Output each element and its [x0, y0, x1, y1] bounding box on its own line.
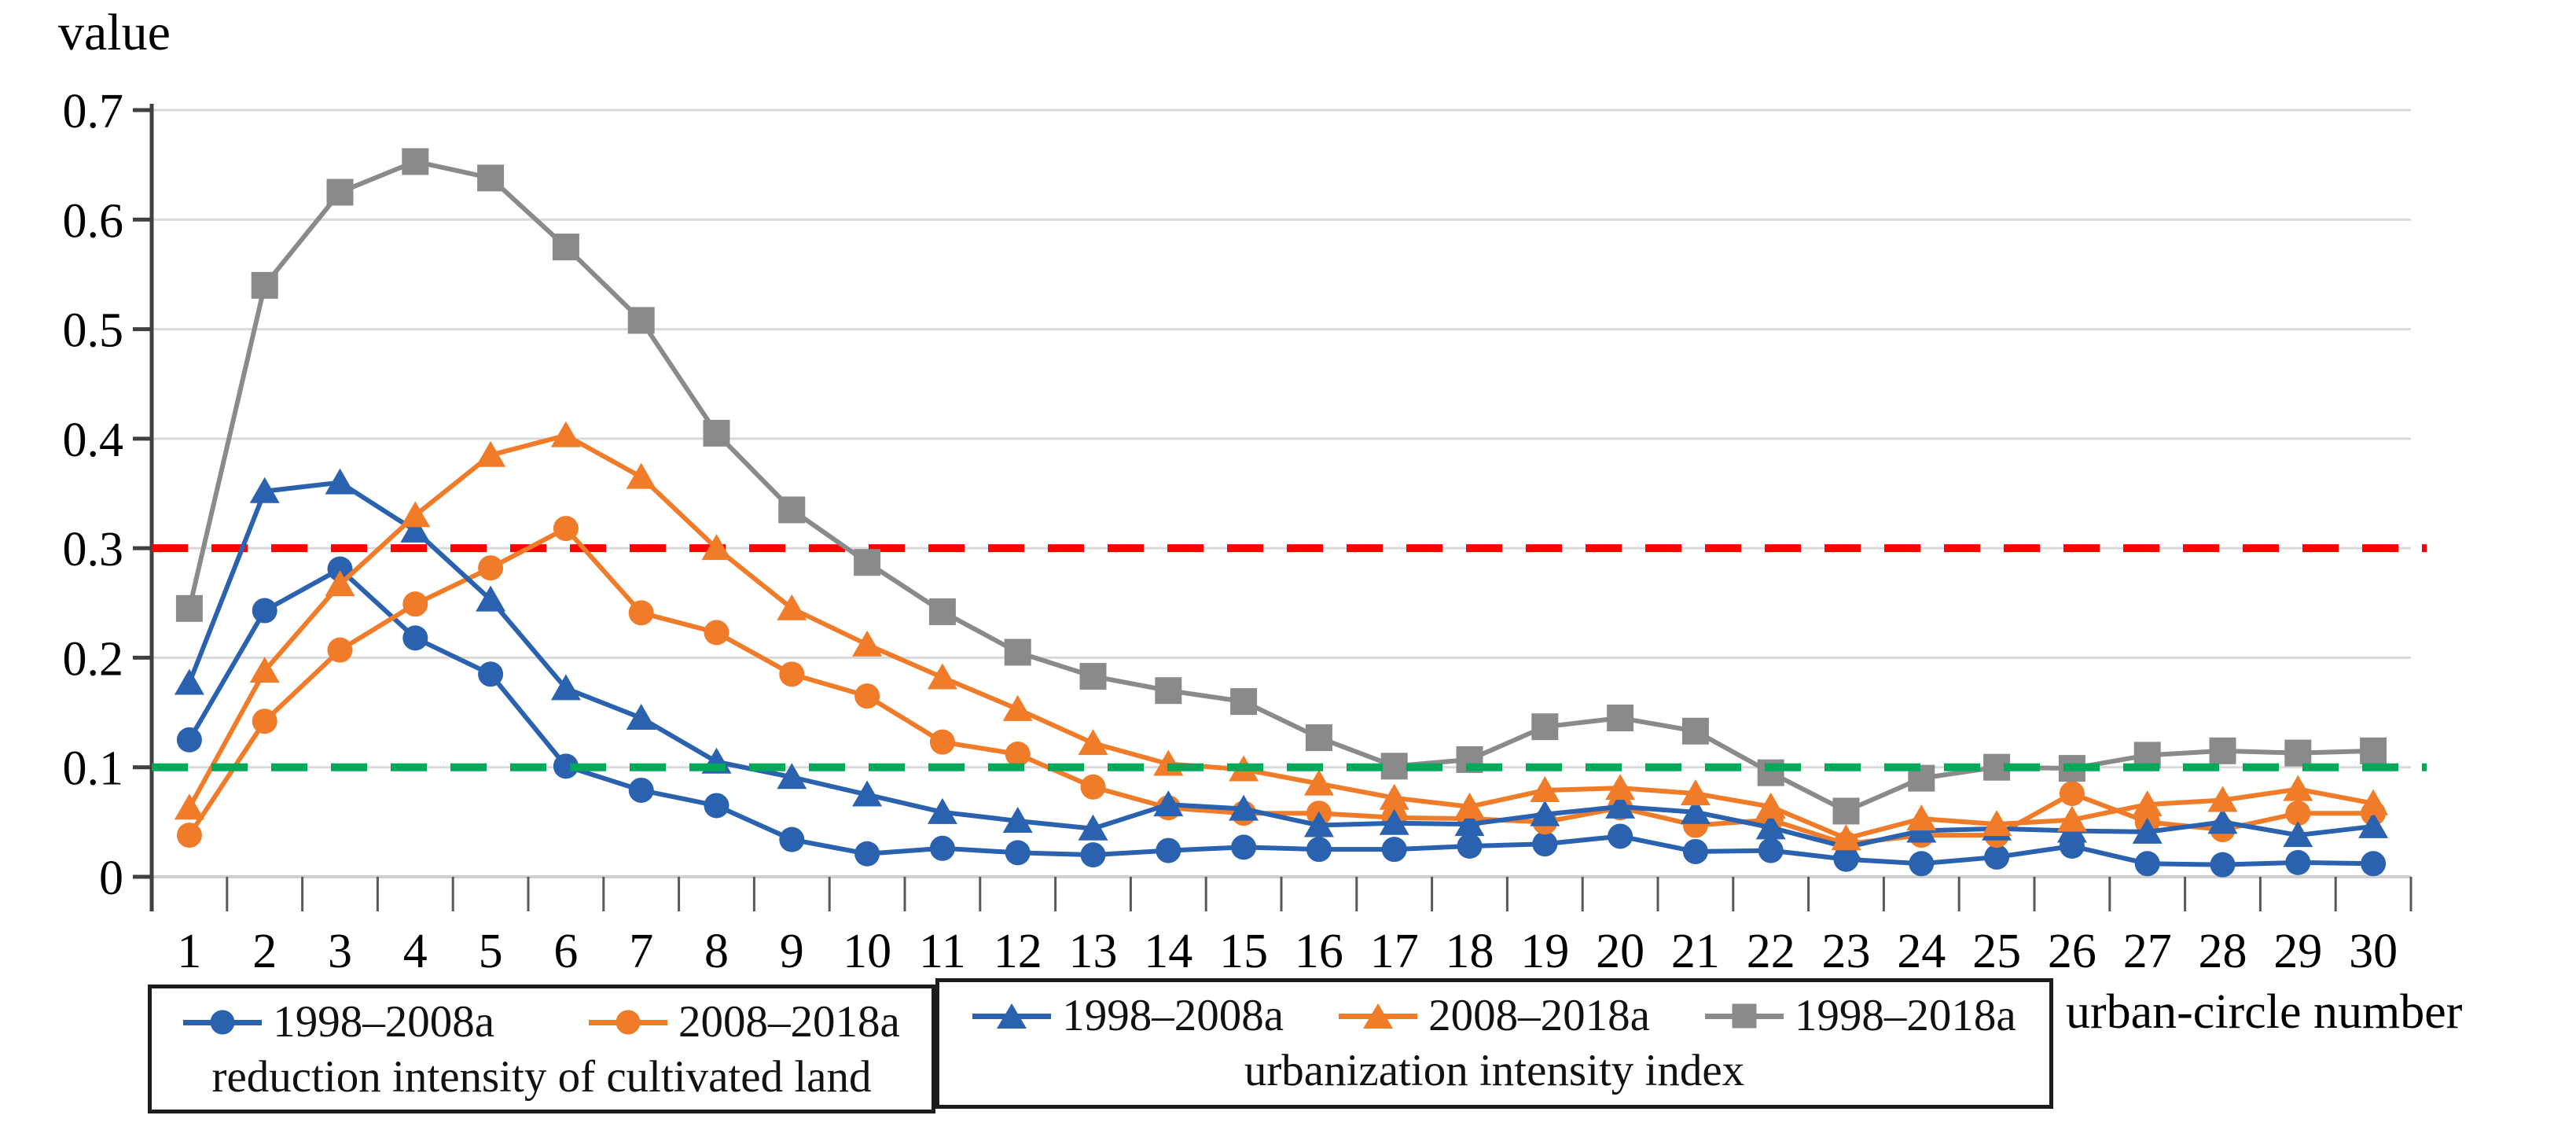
svg-text:1: 1	[177, 925, 201, 978]
circle-marker-icon	[589, 1007, 667, 1038]
svg-text:11: 11	[919, 925, 966, 978]
legend-urbanization-box: 1998–2008a 2008–2018a 1998–2018a urbaniz…	[935, 978, 2053, 1109]
svg-text:0.5: 0.5	[63, 304, 124, 358]
svg-text:0.6: 0.6	[63, 194, 124, 248]
svg-text:10: 10	[843, 925, 891, 978]
svg-text:16: 16	[1295, 925, 1343, 978]
svg-text:24: 24	[1897, 925, 1946, 978]
svg-text:18: 18	[1446, 925, 1494, 978]
svg-text:3: 3	[328, 925, 352, 978]
svg-text:22: 22	[1747, 925, 1795, 978]
svg-text:8: 8	[704, 925, 729, 978]
legend-group-caption: reduction intensity of cultivated land	[211, 1052, 872, 1102]
svg-text:28: 28	[2199, 925, 2247, 978]
svg-text:0.3: 0.3	[63, 523, 124, 576]
svg-text:12: 12	[994, 925, 1042, 978]
legend-item: 1998–2008a	[972, 990, 1284, 1041]
svg-text:0.4: 0.4	[63, 414, 124, 467]
legend-item-label: 1998–2008a	[273, 997, 494, 1047]
svg-text:27: 27	[2123, 925, 2172, 978]
svg-text:0: 0	[99, 852, 123, 905]
svg-text:9: 9	[780, 925, 804, 978]
square-marker-icon	[1704, 1000, 1784, 1032]
svg-text:6: 6	[553, 925, 578, 978]
legend-item: 1998–2008a	[183, 996, 494, 1047]
svg-text:5: 5	[479, 925, 503, 978]
svg-text:7: 7	[629, 925, 653, 978]
svg-text:4: 4	[403, 925, 428, 978]
x-axis-title: urban-circle number	[2066, 985, 2463, 1039]
svg-text:17: 17	[1370, 925, 1419, 978]
svg-text:0.7: 0.7	[63, 85, 124, 138]
circle-marker-icon	[183, 1007, 263, 1038]
svg-text:13: 13	[1069, 925, 1118, 978]
legend-item-label: 2008–2018a	[1428, 991, 1650, 1040]
legend-item: 1998–2018a	[1704, 990, 2016, 1041]
legend-urbanization-items: 1998–2008a 2008–2018a 1998–2018a	[939, 990, 2049, 1041]
svg-text:15: 15	[1219, 925, 1268, 978]
svg-text:26: 26	[2048, 925, 2096, 978]
legend-item-label: 2008–2018a	[678, 997, 900, 1047]
svg-text:0.1: 0.1	[63, 742, 124, 796]
legend-cultivated-land-box: 1998–2008a 2008–2018a reduction intensit…	[148, 985, 935, 1113]
svg-text:30: 30	[2349, 925, 2398, 978]
legend-item-label: 1998–2018a	[1794, 991, 2016, 1040]
svg-text:29: 29	[2273, 925, 2322, 978]
svg-text:14: 14	[1144, 925, 1192, 978]
svg-text:19: 19	[1520, 925, 1569, 978]
legend-item: 2008–2018a	[589, 996, 900, 1047]
triangle-marker-icon	[972, 1000, 1052, 1032]
legend-item: 2008–2018a	[1339, 990, 1650, 1041]
svg-text:20: 20	[1596, 925, 1644, 978]
svg-text:2: 2	[252, 925, 277, 978]
legend-group-caption: urbanization intensity index	[1244, 1046, 1745, 1095]
svg-text:25: 25	[1972, 925, 2021, 978]
legend-item-label: 1998–2008a	[1062, 991, 1284, 1040]
svg-text:0.2: 0.2	[63, 632, 124, 686]
legend-cultivated-items: 1998–2008a 2008–2018a	[152, 996, 932, 1047]
svg-text:23: 23	[1822, 925, 1871, 978]
svg-text:21: 21	[1671, 925, 1720, 978]
triangle-marker-icon	[1339, 1000, 1418, 1032]
y-axis-title: value	[58, 4, 171, 61]
